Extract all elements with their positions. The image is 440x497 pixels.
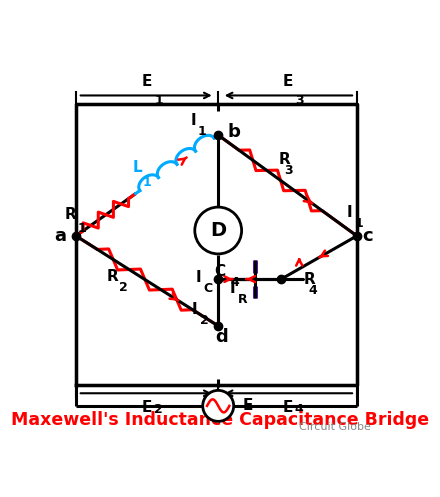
Text: I: I [196, 270, 201, 285]
Text: C: C [214, 264, 225, 279]
Text: R: R [304, 271, 315, 287]
Text: R: R [65, 207, 77, 222]
Text: 4: 4 [308, 284, 317, 297]
Text: d: d [216, 328, 228, 346]
Circle shape [195, 207, 242, 254]
Text: I: I [230, 281, 235, 296]
Text: R: R [106, 269, 118, 284]
Text: E: E [282, 74, 293, 89]
Text: 3: 3 [284, 164, 293, 177]
Text: Circuit Globe: Circuit Globe [299, 422, 371, 432]
Text: E: E [282, 400, 293, 414]
Text: 4: 4 [295, 404, 304, 416]
Text: L: L [132, 160, 142, 175]
Text: E: E [142, 74, 152, 89]
Text: 2: 2 [154, 404, 163, 416]
Text: I: I [192, 302, 198, 317]
Text: 3: 3 [295, 93, 303, 107]
Text: C: C [203, 282, 213, 295]
Text: 4: 4 [231, 276, 239, 289]
Text: E: E [243, 399, 253, 414]
Text: 2: 2 [119, 281, 128, 294]
Circle shape [203, 390, 234, 421]
Text: I: I [190, 113, 196, 128]
Text: E: E [142, 400, 152, 414]
Text: 1: 1 [77, 223, 86, 236]
Text: 1: 1 [143, 176, 151, 189]
Text: 1: 1 [198, 125, 207, 138]
Text: R: R [238, 293, 247, 306]
Text: R: R [279, 152, 290, 167]
Text: D: D [210, 221, 226, 240]
Text: 2: 2 [200, 315, 209, 328]
Text: b: b [227, 123, 240, 141]
Text: I: I [347, 205, 352, 220]
Text: 1: 1 [154, 93, 163, 107]
Text: c: c [362, 227, 373, 245]
Text: 1: 1 [355, 217, 363, 230]
Text: Maxewell's Inductance Capacitance Bridge: Maxewell's Inductance Capacitance Bridge [11, 411, 429, 428]
Text: a: a [54, 227, 66, 245]
